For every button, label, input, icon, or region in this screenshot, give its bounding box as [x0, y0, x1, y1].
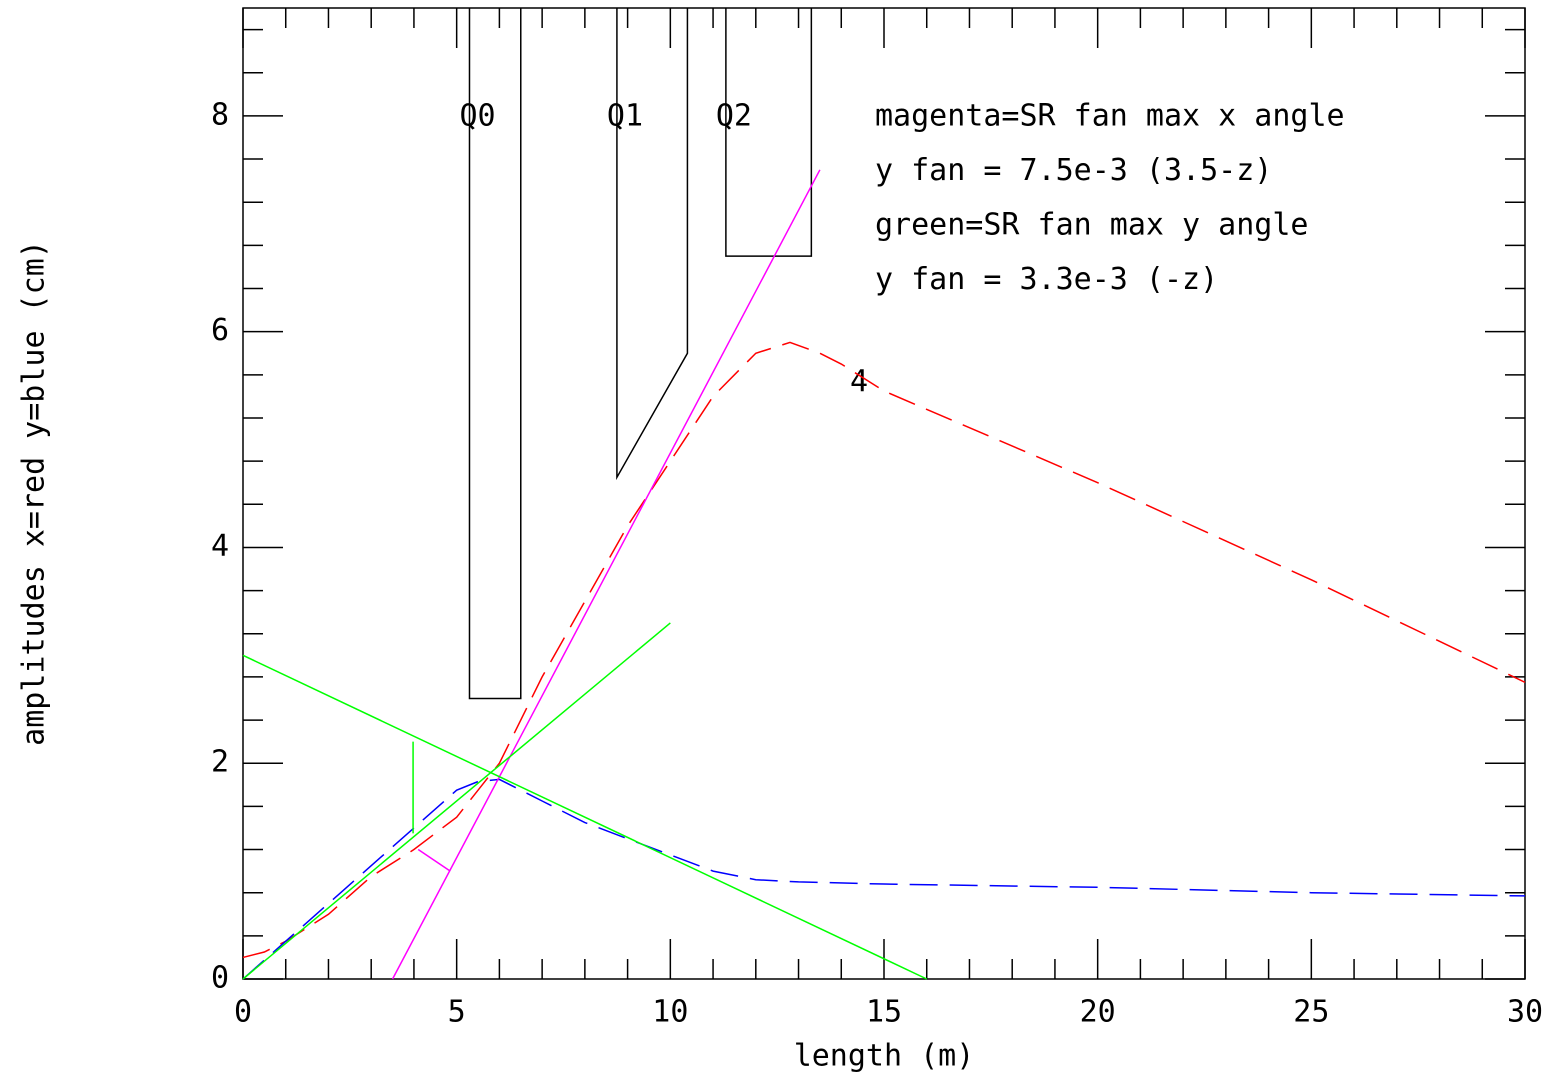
x-tick-label: 15	[866, 995, 902, 1030]
note: y fan = 3.3e-3 (-z)	[875, 262, 1218, 297]
x-tick-label: 30	[1507, 995, 1543, 1030]
note: green=SR fan max y angle	[875, 208, 1308, 243]
x-tick-label: 20	[1080, 995, 1116, 1030]
x-tick-label: 25	[1293, 995, 1329, 1030]
note: y fan = 7.5e-3 (3.5-z)	[875, 153, 1272, 188]
magnet-label: Q1	[607, 99, 643, 134]
magnet	[725, 8, 813, 257]
magnet	[616, 8, 689, 481]
data-line	[242, 654, 928, 980]
data-line	[391, 169, 821, 980]
data-line	[417, 848, 451, 872]
x-tick-label: 5	[448, 995, 466, 1030]
data-line	[242, 341, 1526, 959]
y-tick-label: 6	[211, 313, 229, 348]
annotation: 4	[850, 365, 868, 400]
y-tick-label: 2	[211, 745, 229, 780]
x-tick-label: 10	[652, 995, 688, 1030]
magnet	[468, 8, 522, 700]
y-axis-title: amplitudes x=red y=blue (cm)	[17, 240, 52, 746]
magnet-label: Q0	[459, 99, 495, 134]
x-tick-label: 0	[234, 995, 252, 1030]
magnet-label: Q2	[716, 99, 752, 134]
y-tick-label: 8	[211, 97, 229, 132]
y-tick-label: 0	[211, 961, 229, 996]
x-axis-title: length (m)	[794, 1039, 975, 1074]
note: magenta=SR fan max x angle	[875, 99, 1345, 134]
y-tick-label: 4	[211, 529, 229, 564]
data-line	[242, 622, 671, 980]
data-line	[242, 778, 1526, 980]
